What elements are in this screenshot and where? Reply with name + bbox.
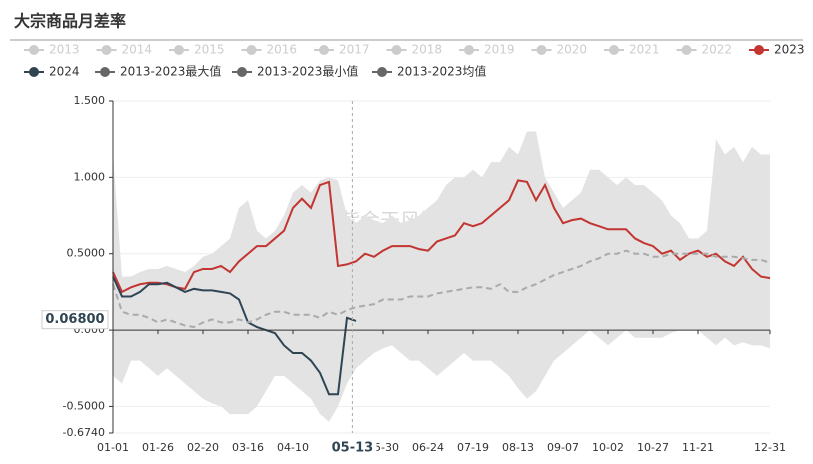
series-line (112, 249, 771, 329)
legend-label: 2024 (49, 65, 80, 79)
y-tick-label: -0.5000 (63, 399, 105, 412)
legend-label: 2013-2023最大值 (120, 64, 221, 79)
x-tick-label: 10-27 (637, 441, 669, 454)
legend-icon (237, 67, 247, 77)
y-tick-label: 1.500 (74, 94, 106, 107)
legend-label: 2019 (484, 43, 515, 57)
y-tick-label: 0.5000 (67, 247, 106, 260)
x-tick-label: 10-02 (592, 441, 624, 454)
legend-icon (246, 45, 257, 55)
legend-icon (29, 45, 39, 55)
band-area (113, 330, 770, 422)
x-tick-label: 11-21 (682, 441, 714, 454)
pointer-y-box (41, 310, 109, 330)
y-tick-label: 1.000 (74, 170, 106, 183)
x-tick-label: 04-10 (277, 441, 309, 454)
legend-label: 2023 (774, 43, 805, 57)
legend-label: 2016 (267, 43, 298, 57)
legend-icon (377, 67, 387, 77)
legend-icon (391, 45, 402, 55)
legend-label: 2015 (194, 43, 225, 57)
legend-icon (609, 45, 619, 55)
pointer-x-box (328, 439, 377, 457)
legend-label: 2017 (339, 43, 370, 57)
x-tick-label: 06-24 (412, 441, 444, 454)
chart-title: 大宗商品月差率 (14, 12, 126, 31)
x-tick-label: 03-16 (232, 441, 264, 454)
y-tick-label: -0.6740 (63, 426, 105, 439)
legend-icon (174, 45, 184, 55)
legend-label: 2018 (412, 43, 443, 57)
legend-label: 2013 (49, 43, 80, 57)
legend-label: 2014 (122, 43, 153, 57)
legend-label: 2021 (629, 43, 660, 57)
legend-icon (100, 67, 110, 77)
x-tick-label: 01-26 (142, 441, 174, 454)
series-line (112, 276, 357, 396)
legend-icon (464, 45, 474, 55)
x-tick-label: 09-07 (547, 441, 579, 454)
legend-icon (319, 45, 329, 55)
legend-label: 2020 (557, 43, 588, 57)
legend-label: 2013-2023均值 (397, 64, 486, 79)
legend-icon (101, 45, 112, 55)
x-tick-label: 08-13 (502, 441, 534, 454)
legend-icon (29, 67, 39, 77)
legend-icon (536, 45, 547, 55)
legend-icon (754, 45, 764, 55)
pointer-x-label: 05-13 (332, 441, 374, 456)
legend-label: 2013-2023最小值 (257, 64, 358, 79)
x-tick-label: 07-19 (457, 441, 489, 454)
legend-label: 2022 (702, 43, 733, 57)
x-tick-label: 01-01 (97, 441, 129, 454)
legend-icon (681, 45, 692, 55)
pointer-y-label: 0.06800 (45, 312, 104, 327)
series-line (112, 179, 771, 294)
x-tick-label: 02-20 (187, 441, 219, 454)
band-area (113, 131, 770, 331)
x-tick-label: 12-31 (754, 441, 786, 454)
